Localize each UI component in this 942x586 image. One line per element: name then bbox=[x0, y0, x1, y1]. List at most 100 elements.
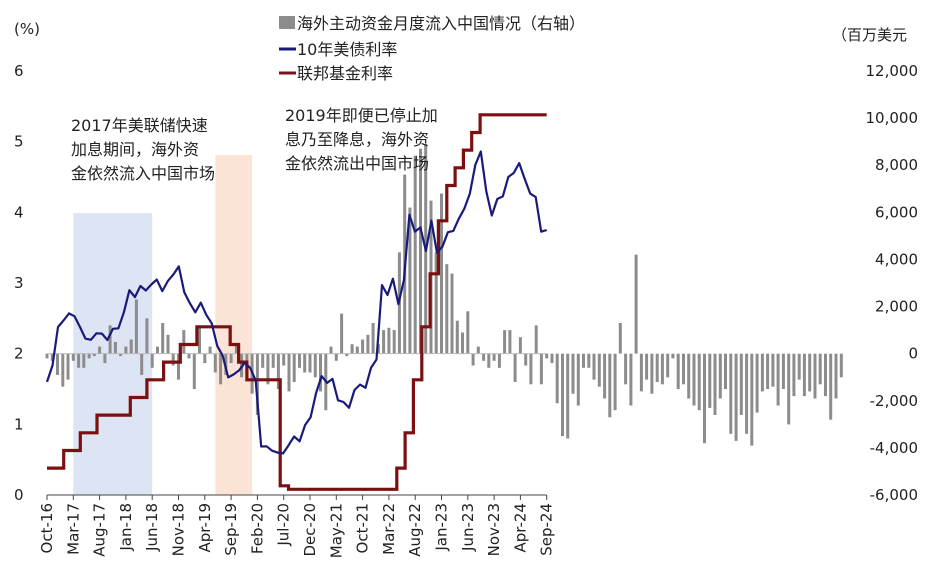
inflow-bar bbox=[592, 353, 596, 380]
inflow-bar bbox=[382, 330, 386, 354]
inflow-bar bbox=[492, 353, 496, 361]
inflow-bar bbox=[508, 330, 512, 354]
x-axis-ticks: Oct-16 Mar-17 Aug-17 Jan-18 Jun-18 Nov-18 Apr-… bbox=[38, 495, 556, 558]
inflow-bar bbox=[229, 353, 233, 364]
fed-funds-line bbox=[47, 113, 547, 491]
inflow-bar bbox=[119, 353, 123, 357]
inflow-bar bbox=[108, 325, 112, 354]
inflow-bar bbox=[166, 334, 170, 354]
inflow-bar bbox=[561, 353, 564, 437]
inflow-bar bbox=[156, 346, 159, 354]
inflow-bar bbox=[187, 353, 191, 359]
right-tick-label: 0 bbox=[908, 345, 918, 363]
inflow-bar bbox=[603, 353, 607, 399]
inflow-bar bbox=[792, 353, 796, 397]
inflow-bar bbox=[713, 353, 717, 415]
inflow-bar bbox=[534, 325, 538, 354]
right-tick-label: 8,000 bbox=[875, 156, 918, 174]
x-tick-label: Mar-17 bbox=[64, 503, 82, 555]
inflow-bar bbox=[408, 207, 412, 354]
x-tick-label: Dec-20 bbox=[301, 503, 319, 557]
inflow-bar bbox=[771, 353, 775, 387]
inflow-bar bbox=[461, 332, 464, 354]
inflow-bar bbox=[287, 353, 291, 392]
inflow-bar bbox=[219, 353, 223, 385]
inflow-bar bbox=[597, 353, 601, 387]
inflow-bar bbox=[687, 353, 691, 399]
inflow-bar bbox=[471, 353, 475, 366]
x-tick-label: Aug-17 bbox=[91, 503, 109, 557]
inflow-bar bbox=[419, 148, 422, 354]
inflow-bar bbox=[608, 353, 612, 418]
left-axis-ticks: 0 1 2 3 4 5 6 bbox=[14, 62, 24, 504]
x-tick-label: Sep-19 bbox=[222, 503, 240, 556]
inflow-bar bbox=[634, 254, 638, 354]
x-tick-label: Jun-23 bbox=[459, 503, 477, 552]
inflow-bar bbox=[703, 353, 706, 444]
legend-label-fed: 联邦基金利率 bbox=[297, 64, 393, 83]
inflow-bar bbox=[376, 344, 380, 354]
right-tick-label: -4,000 bbox=[870, 439, 918, 457]
inflow-bar bbox=[192, 353, 196, 389]
right-axis-unit: （百万美元 bbox=[832, 26, 907, 44]
inflow-bar bbox=[440, 193, 443, 354]
inflow-bar bbox=[340, 313, 344, 354]
inflow-bar bbox=[613, 353, 617, 411]
annotation-2019-line-3: 金依然流出中国市场 bbox=[285, 154, 429, 173]
inflow-bar bbox=[676, 353, 680, 389]
inflow-bar bbox=[87, 353, 91, 359]
inflow-bar bbox=[171, 353, 175, 366]
ust10y-line bbox=[45, 150, 548, 455]
inflow-bar bbox=[781, 353, 785, 389]
left-tick-label: 2 bbox=[14, 345, 24, 363]
inflow-bar bbox=[345, 353, 349, 357]
shaded-period-2 bbox=[215, 155, 253, 495]
x-tick-label: Feb-20 bbox=[248, 503, 266, 554]
right-tick-label: -6,000 bbox=[870, 486, 918, 504]
inflow-bar bbox=[518, 337, 522, 354]
inflow-bar bbox=[45, 353, 49, 359]
x-tick-label: Jun-18 bbox=[143, 503, 161, 552]
inflow-bar bbox=[813, 353, 817, 399]
x-tick-label: Sep-24 bbox=[538, 503, 556, 556]
inflow-bar bbox=[66, 353, 70, 380]
x-tick-label: Oct-21 bbox=[354, 503, 372, 553]
inflow-bar bbox=[529, 353, 533, 385]
right-tick-label: 12,000 bbox=[866, 62, 919, 80]
inflow-bar bbox=[77, 353, 81, 368]
inflow-bar bbox=[234, 344, 238, 354]
annotation-2017-line-1: 2017年美联储快速 bbox=[71, 116, 208, 135]
inflow-bar bbox=[124, 346, 128, 354]
inflow-bar bbox=[298, 353, 301, 368]
inflow-bar bbox=[697, 353, 701, 411]
legend-swatch-bars bbox=[279, 16, 295, 29]
annotation-2019-line-1: 2019年即便已停止加 bbox=[285, 106, 438, 125]
inflow-bar bbox=[802, 353, 806, 397]
inflow-bar bbox=[503, 330, 507, 354]
inflow-bar bbox=[313, 353, 317, 378]
inflow-bar bbox=[708, 353, 712, 408]
inflow-bar bbox=[145, 318, 149, 354]
left-tick-label: 5 bbox=[14, 133, 24, 151]
inflow-bar bbox=[539, 353, 543, 385]
inflow-bar bbox=[776, 353, 780, 406]
inflow-bar bbox=[734, 353, 738, 441]
inflow-bar bbox=[808, 353, 812, 392]
inflow-bar bbox=[208, 346, 212, 354]
inflow-bar bbox=[113, 341, 117, 354]
right-axis-ticks: -6,000 -4,000 -2,000 0 2,000 4,000 6,000 8,000 1… bbox=[866, 62, 919, 504]
x-tick-label: Apr-19 bbox=[196, 503, 214, 553]
inflow-bar bbox=[371, 323, 375, 354]
x-tick-label: Apr-24 bbox=[511, 503, 529, 553]
inflow-bar bbox=[355, 346, 359, 354]
inflow-bar bbox=[103, 353, 107, 364]
x-tick-label: Oct-16 bbox=[38, 503, 56, 553]
inflow-bar bbox=[839, 353, 843, 378]
right-tick-label: 2,000 bbox=[875, 298, 918, 316]
inflow-bar bbox=[829, 353, 833, 420]
left-tick-label: 6 bbox=[14, 62, 24, 80]
inflow-bar bbox=[450, 273, 454, 354]
inflow-bar bbox=[261, 353, 265, 368]
inflow-bar bbox=[61, 353, 65, 387]
